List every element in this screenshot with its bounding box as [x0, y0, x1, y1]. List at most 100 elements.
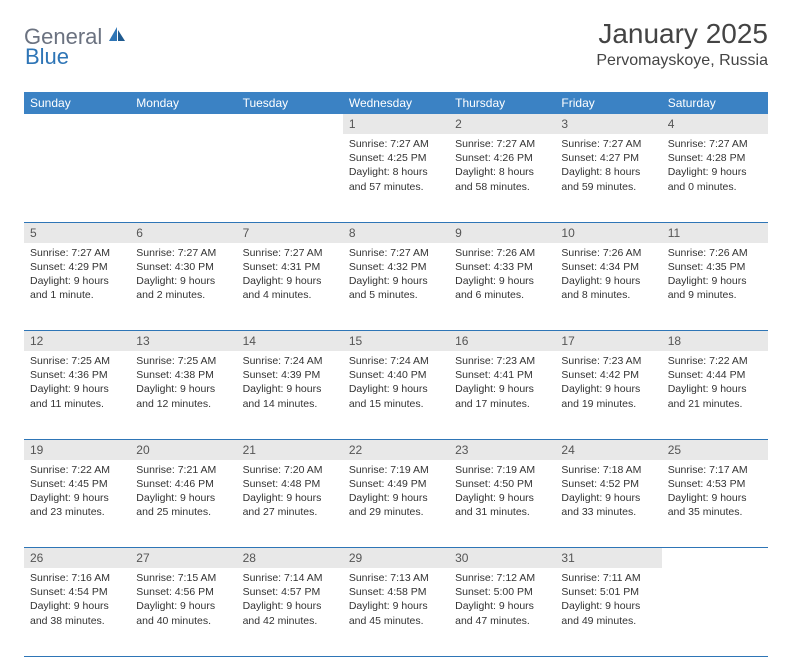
- daynum-cell: 15: [343, 331, 449, 352]
- day-number: 26: [24, 548, 130, 568]
- daynum-cell: 29: [343, 548, 449, 569]
- day-cell: Sunrise: 7:17 AMSunset: 4:53 PMDaylight:…: [662, 460, 768, 548]
- day-number: 23: [449, 440, 555, 460]
- day-cell: Sunrise: 7:27 AMSunset: 4:32 PMDaylight:…: [343, 243, 449, 331]
- day-content: Sunrise: 7:27 AMSunset: 4:26 PMDaylight:…: [449, 134, 555, 200]
- day-content: Sunrise: 7:11 AMSunset: 5:01 PMDaylight:…: [555, 568, 661, 634]
- day-cell: Sunrise: 7:26 AMSunset: 4:35 PMDaylight:…: [662, 243, 768, 331]
- daynum-cell: 13: [130, 331, 236, 352]
- day-number: 1: [343, 114, 449, 134]
- day-cell: Sunrise: 7:11 AMSunset: 5:01 PMDaylight:…: [555, 568, 661, 656]
- day-header: Saturday: [662, 92, 768, 114]
- day-cell: Sunrise: 7:27 AMSunset: 4:31 PMDaylight:…: [237, 243, 343, 331]
- calendar-table: SundayMondayTuesdayWednesdayThursdayFrid…: [24, 92, 768, 657]
- day-content: Sunrise: 7:14 AMSunset: 4:57 PMDaylight:…: [237, 568, 343, 634]
- day-cell: [130, 134, 236, 222]
- day-number: 12: [24, 331, 130, 351]
- week-row: Sunrise: 7:16 AMSunset: 4:54 PMDaylight:…: [24, 568, 768, 656]
- day-content: Sunrise: 7:25 AMSunset: 4:38 PMDaylight:…: [130, 351, 236, 417]
- day-number: 15: [343, 331, 449, 351]
- week-row: Sunrise: 7:27 AMSunset: 4:25 PMDaylight:…: [24, 134, 768, 222]
- daynum-cell: 27: [130, 548, 236, 569]
- day-content: Sunrise: 7:13 AMSunset: 4:58 PMDaylight:…: [343, 568, 449, 634]
- day-cell: Sunrise: 7:25 AMSunset: 4:38 PMDaylight:…: [130, 351, 236, 439]
- day-content: Sunrise: 7:23 AMSunset: 4:41 PMDaylight:…: [449, 351, 555, 417]
- day-number: 27: [130, 548, 236, 568]
- day-content: Sunrise: 7:27 AMSunset: 4:30 PMDaylight:…: [130, 243, 236, 309]
- daynum-cell: 14: [237, 331, 343, 352]
- day-content: Sunrise: 7:22 AMSunset: 4:45 PMDaylight:…: [24, 460, 130, 526]
- day-content: Sunrise: 7:23 AMSunset: 4:42 PMDaylight:…: [555, 351, 661, 417]
- day-number: 6: [130, 223, 236, 243]
- day-cell: Sunrise: 7:26 AMSunset: 4:33 PMDaylight:…: [449, 243, 555, 331]
- day-number: 17: [555, 331, 661, 351]
- daynum-cell: 20: [130, 439, 236, 460]
- daynum-cell: 10: [555, 222, 661, 243]
- daynum-cell: 28: [237, 548, 343, 569]
- day-number: 21: [237, 440, 343, 460]
- day-cell: Sunrise: 7:23 AMSunset: 4:42 PMDaylight:…: [555, 351, 661, 439]
- brand-part2: Blue: [25, 44, 69, 69]
- day-cell: Sunrise: 7:26 AMSunset: 4:34 PMDaylight:…: [555, 243, 661, 331]
- day-cell: Sunrise: 7:19 AMSunset: 4:50 PMDaylight:…: [449, 460, 555, 548]
- day-number: 14: [237, 331, 343, 351]
- day-cell: Sunrise: 7:27 AMSunset: 4:30 PMDaylight:…: [130, 243, 236, 331]
- daynum-cell: 7: [237, 222, 343, 243]
- day-content: Sunrise: 7:24 AMSunset: 4:40 PMDaylight:…: [343, 351, 449, 417]
- daynum-cell: [237, 114, 343, 134]
- day-content: [130, 134, 236, 143]
- day-cell: Sunrise: 7:27 AMSunset: 4:29 PMDaylight:…: [24, 243, 130, 331]
- day-content: Sunrise: 7:12 AMSunset: 5:00 PMDaylight:…: [449, 568, 555, 634]
- day-content: Sunrise: 7:19 AMSunset: 4:50 PMDaylight:…: [449, 460, 555, 526]
- day-content: Sunrise: 7:15 AMSunset: 4:56 PMDaylight:…: [130, 568, 236, 634]
- day-content: Sunrise: 7:21 AMSunset: 4:46 PMDaylight:…: [130, 460, 236, 526]
- daynum-cell: 17: [555, 331, 661, 352]
- day-cell: [662, 568, 768, 656]
- day-content: Sunrise: 7:17 AMSunset: 4:53 PMDaylight:…: [662, 460, 768, 526]
- daynum-row: 12131415161718: [24, 331, 768, 352]
- day-cell: Sunrise: 7:21 AMSunset: 4:46 PMDaylight:…: [130, 460, 236, 548]
- day-header: Tuesday: [237, 92, 343, 114]
- daynum-cell: 6: [130, 222, 236, 243]
- daynum-cell: 2: [449, 114, 555, 134]
- daynum-cell: [662, 548, 768, 569]
- day-number: 9: [449, 223, 555, 243]
- day-cell: Sunrise: 7:16 AMSunset: 4:54 PMDaylight:…: [24, 568, 130, 656]
- day-number: 8: [343, 223, 449, 243]
- daynum-cell: [24, 114, 130, 134]
- day-content: Sunrise: 7:27 AMSunset: 4:28 PMDaylight:…: [662, 134, 768, 200]
- day-content: Sunrise: 7:26 AMSunset: 4:33 PMDaylight:…: [449, 243, 555, 309]
- brand-part2-wrap: Blue: [24, 44, 69, 70]
- day-number: 24: [555, 440, 661, 460]
- day-number: 25: [662, 440, 768, 460]
- day-content: Sunrise: 7:27 AMSunset: 4:25 PMDaylight:…: [343, 134, 449, 200]
- day-cell: Sunrise: 7:23 AMSunset: 4:41 PMDaylight:…: [449, 351, 555, 439]
- daynum-cell: [130, 114, 236, 134]
- day-content: Sunrise: 7:27 AMSunset: 4:29 PMDaylight:…: [24, 243, 130, 309]
- day-header: Wednesday: [343, 92, 449, 114]
- day-content: [24, 134, 130, 143]
- day-content: Sunrise: 7:27 AMSunset: 4:31 PMDaylight:…: [237, 243, 343, 309]
- day-number: [662, 548, 768, 568]
- day-header: Friday: [555, 92, 661, 114]
- day-number: 22: [343, 440, 449, 460]
- daynum-cell: 31: [555, 548, 661, 569]
- day-cell: Sunrise: 7:22 AMSunset: 4:45 PMDaylight:…: [24, 460, 130, 548]
- daynum-cell: 24: [555, 439, 661, 460]
- header: General January 2025 Pervomayskoye, Russ…: [24, 18, 768, 70]
- day-content: Sunrise: 7:20 AMSunset: 4:48 PMDaylight:…: [237, 460, 343, 526]
- day-header: Thursday: [449, 92, 555, 114]
- daynum-cell: 5: [24, 222, 130, 243]
- week-row: Sunrise: 7:27 AMSunset: 4:29 PMDaylight:…: [24, 243, 768, 331]
- day-header: Sunday: [24, 92, 130, 114]
- day-content: Sunrise: 7:26 AMSunset: 4:35 PMDaylight:…: [662, 243, 768, 309]
- daynum-cell: 19: [24, 439, 130, 460]
- day-header: Monday: [130, 92, 236, 114]
- day-cell: Sunrise: 7:14 AMSunset: 4:57 PMDaylight:…: [237, 568, 343, 656]
- day-cell: Sunrise: 7:20 AMSunset: 4:48 PMDaylight:…: [237, 460, 343, 548]
- daynum-cell: 18: [662, 331, 768, 352]
- day-number: [130, 114, 236, 134]
- day-number: 2: [449, 114, 555, 134]
- day-content: Sunrise: 7:24 AMSunset: 4:39 PMDaylight:…: [237, 351, 343, 417]
- day-cell: Sunrise: 7:25 AMSunset: 4:36 PMDaylight:…: [24, 351, 130, 439]
